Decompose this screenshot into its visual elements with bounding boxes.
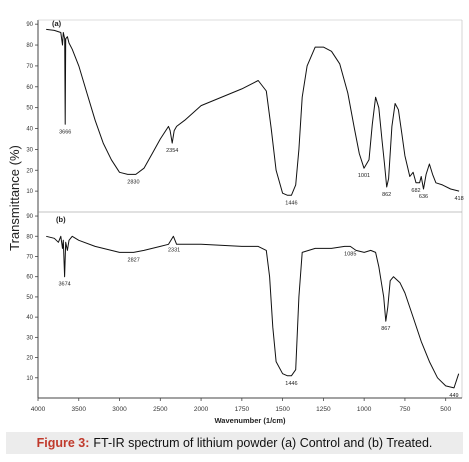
x-tick-label: 2500 — [153, 406, 168, 413]
peak-label: 862 — [382, 192, 391, 198]
caption-text: FT-IR spectrum of lithium powder (a) Con… — [93, 436, 433, 450]
x-tick-label: 4000 — [31, 406, 46, 413]
spectrum-line — [46, 28, 460, 196]
panel-label-a: (a) — [52, 19, 62, 28]
x-tick-label: 1500 — [275, 406, 290, 413]
y-tick-label: 50 — [26, 106, 33, 112]
y-tick-label: 20 — [26, 168, 33, 174]
y-tick-label: 10 — [26, 189, 33, 195]
y-tick-label: 30 — [26, 147, 33, 153]
x-tick-label: 1750 — [235, 406, 250, 413]
y-tick-label: 70 — [26, 254, 33, 260]
panel-b-treated: 10 20 30 40 50 60 70 80 90 3674 2827 2331 1446 1085 86… — [26, 214, 460, 399]
y-tick-label: 40 — [26, 315, 33, 321]
peak-label: 3666 — [59, 129, 71, 135]
y-tick-label: 30 — [26, 335, 33, 341]
x-axis-title: Wavenumber (1/cm) — [215, 416, 286, 425]
peak-label: 682 — [411, 188, 420, 194]
peak-label: 1446 — [285, 381, 297, 387]
y-axis-title: Transmittance (%) — [7, 145, 22, 251]
panel-label-b: (b) — [56, 215, 66, 224]
peak-label: 1001 — [358, 173, 370, 179]
peak-label: 3674 — [58, 282, 70, 288]
peak-label: 1446 — [285, 200, 297, 206]
peak-label: 449 — [449, 393, 458, 399]
y-tick-label: 70 — [26, 64, 33, 70]
y-tick-label: 90 — [26, 214, 33, 220]
peak-label: 418 — [454, 196, 463, 202]
y-tick-label: 60 — [26, 275, 33, 281]
peak-label: 1085 — [344, 251, 356, 257]
y-tick-label: 90 — [26, 22, 33, 28]
x-tick-label: 3000 — [112, 406, 127, 413]
y-tick-label: 20 — [26, 356, 33, 362]
x-tick-label: 1000 — [357, 406, 372, 413]
peak-label: 867 — [381, 326, 390, 332]
x-tick-label: 1250 — [316, 406, 331, 413]
y-tick-label: 40 — [26, 127, 33, 133]
x-tick-label: 750 — [399, 406, 410, 413]
figure-caption: Figure 3: FT-IR spectrum of lithium powd… — [6, 432, 463, 454]
y-tick-label: 10 — [26, 376, 33, 382]
x-tick-label: 2000 — [194, 406, 209, 413]
peak-label: 2830 — [127, 179, 139, 185]
panel-a-control: 10 20 30 40 50 60 70 80 90 3666 2830 2354 1446 1001 86… — [26, 22, 463, 206]
peak-label: 2354 — [166, 148, 178, 154]
y-tick-label: 50 — [26, 295, 33, 301]
x-ticks: 4000 3500 3000 2500 2000 1750 1500 1250 1000 750 5… — [31, 398, 451, 413]
x-tick-label: 500 — [440, 406, 451, 413]
x-tick-label: 3500 — [72, 406, 87, 413]
y-tick-label: 80 — [26, 43, 33, 49]
spectrum-line — [46, 235, 460, 389]
peak-label: 2331 — [168, 247, 180, 253]
y-tick-label: 60 — [26, 85, 33, 91]
peak-label: 636 — [419, 194, 428, 200]
y-tick-label: 80 — [26, 234, 33, 240]
caption-figure-number: Figure 3: — [36, 436, 90, 450]
peak-label: 2827 — [128, 257, 140, 263]
